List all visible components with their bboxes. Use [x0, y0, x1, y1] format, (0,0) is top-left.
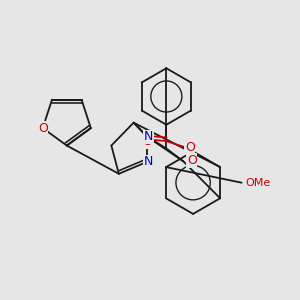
Text: O: O [38, 122, 48, 135]
Text: O: O [185, 140, 195, 154]
Text: OMe: OMe [245, 178, 270, 188]
Text: N: N [144, 155, 153, 168]
Text: O: O [187, 154, 197, 167]
Text: N: N [144, 130, 153, 143]
Text: O: O [142, 135, 152, 148]
